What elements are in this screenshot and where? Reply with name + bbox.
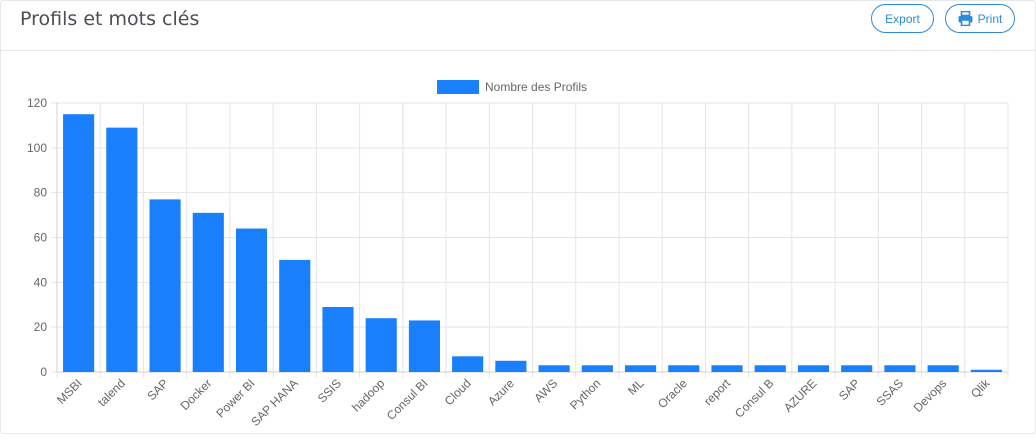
bar bbox=[452, 356, 484, 372]
x-tick-label: Azure bbox=[485, 376, 517, 408]
bar bbox=[192, 212, 224, 372]
y-tick-label: 20 bbox=[34, 320, 48, 334]
y-tick-label: 120 bbox=[27, 96, 47, 110]
bar bbox=[711, 365, 743, 372]
x-tick-label: talend bbox=[95, 376, 128, 409]
bar bbox=[927, 365, 959, 372]
x-tick-label: Consul B bbox=[732, 376, 776, 420]
page-title: Profils et mots clés bbox=[20, 8, 200, 30]
export-button[interactable]: Export bbox=[871, 4, 934, 33]
bar bbox=[884, 365, 916, 372]
bar bbox=[279, 259, 311, 372]
bar bbox=[106, 127, 138, 373]
x-tick-label: SSAS bbox=[874, 376, 907, 409]
x-tick-label: ML bbox=[625, 376, 647, 398]
bar bbox=[365, 318, 397, 372]
y-tick-label: 100 bbox=[27, 141, 47, 155]
bar bbox=[581, 365, 613, 372]
bar bbox=[408, 320, 440, 372]
printer-icon bbox=[958, 10, 973, 27]
x-tick-label: Power BI bbox=[213, 376, 257, 420]
x-tick-label: Consul BI bbox=[384, 376, 431, 423]
x-tick-label: AZURE bbox=[781, 376, 820, 415]
print-button[interactable]: Print bbox=[945, 4, 1015, 33]
x-tick-label: report bbox=[701, 376, 734, 409]
x-tick-label: Oracle bbox=[655, 376, 690, 411]
x-tick-label: SAP bbox=[144, 376, 171, 403]
card-header: Profils et mots clés Export Print bbox=[1, 1, 1035, 51]
bar bbox=[495, 360, 527, 372]
x-tick-label: SSIS bbox=[315, 376, 344, 405]
legend-swatch bbox=[437, 80, 479, 94]
x-tick-label: SAP HANA bbox=[248, 376, 301, 429]
bar bbox=[797, 365, 830, 372]
bar bbox=[63, 114, 95, 373]
bar bbox=[538, 365, 570, 372]
y-tick-label: 0 bbox=[40, 365, 47, 379]
bar bbox=[668, 365, 700, 372]
x-tick-label: Docker bbox=[178, 376, 215, 413]
bar bbox=[970, 369, 1002, 372]
x-tick-label: Python bbox=[567, 376, 603, 412]
print-label: Print bbox=[977, 11, 1003, 26]
export-label: Export bbox=[885, 11, 920, 26]
bar bbox=[322, 306, 354, 372]
x-tick-label: hadoop bbox=[349, 376, 387, 414]
x-tick-label: SAP bbox=[836, 376, 863, 403]
x-tick-label: MSBI bbox=[54, 376, 85, 407]
x-tick-label: Devops bbox=[911, 376, 950, 415]
y-tick-label: 40 bbox=[34, 275, 48, 289]
bar-chart: 0 20 40 60 80 100 120 MSBI talend SAP DockerPower … bbox=[27, 80, 1009, 429]
chart-area: 0 20 40 60 80 100 120 MSBI talend SAP Docker Power … bbox=[1, 51, 1035, 435]
legend-label: Nombre des Profils bbox=[485, 80, 587, 94]
x-tick-label: Qlik bbox=[968, 376, 993, 401]
bar bbox=[625, 365, 657, 372]
bar bbox=[841, 365, 873, 372]
y-tick-label: 60 bbox=[34, 231, 48, 245]
bar bbox=[149, 199, 181, 372]
x-tick-label: AWS bbox=[531, 376, 560, 405]
x-tick-label: Cloud bbox=[442, 376, 474, 408]
bar bbox=[235, 228, 268, 372]
y-tick-label: 80 bbox=[34, 186, 48, 200]
bar bbox=[754, 365, 786, 372]
